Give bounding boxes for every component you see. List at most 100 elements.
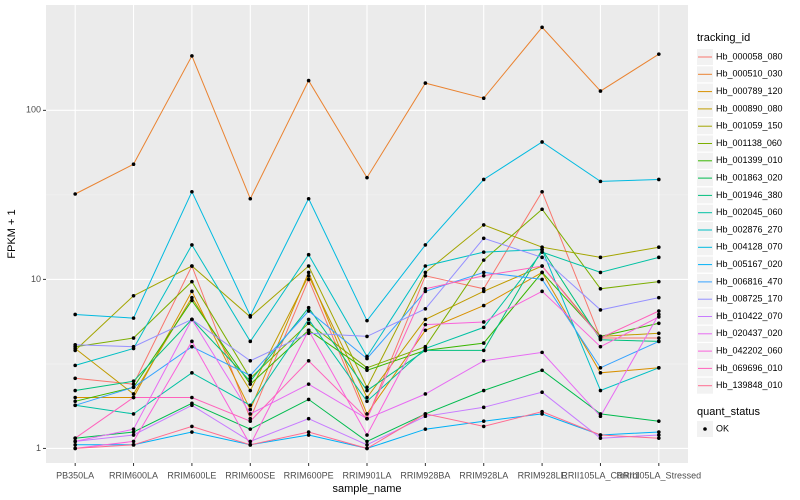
point [73,436,77,440]
legend-label: Hb_000890_080 [716,103,783,113]
y-tick-label: 1 [36,443,41,453]
x-tick-label: RRIM901LA [342,470,391,480]
point [248,419,253,423]
point [73,192,77,196]
legend-label: Hb_008725_170 [716,294,783,304]
point [598,308,603,312]
point [423,322,428,327]
point [306,270,311,275]
point [73,443,77,447]
point [248,382,253,386]
point [190,371,194,375]
point [306,331,311,336]
point [365,385,369,390]
legend-label: Hb_000510_030 [716,69,783,79]
point [365,318,369,323]
point [481,358,486,363]
point [306,416,311,421]
point [365,334,369,339]
point [481,388,486,393]
point [423,286,428,291]
point [306,309,311,313]
legend-label: Hb_139848_010 [716,380,783,390]
point [423,306,428,311]
point [365,368,369,373]
x-tick-label: RRIM928BA [400,470,450,480]
point [190,295,194,300]
point [73,388,77,393]
point [73,348,77,353]
point [657,419,661,423]
point [598,433,603,437]
point [481,405,486,410]
legend-label: Hb_001863_020 [716,172,783,182]
point [598,89,603,93]
point [481,270,486,275]
point [190,344,194,349]
point [73,446,77,451]
point [306,305,311,310]
point [365,412,369,416]
point [248,379,253,383]
point [248,443,253,447]
point [306,430,311,434]
point [481,341,486,345]
point [306,252,311,257]
point [131,430,136,434]
x-tick-label: RRIM600LA [109,470,158,480]
point [131,316,136,320]
point [190,424,194,429]
point [657,309,661,313]
point [131,344,136,349]
point [190,339,194,344]
point [131,392,136,396]
point [481,258,486,262]
point [73,376,77,381]
point [248,416,253,421]
point [306,277,311,282]
point [423,328,428,333]
point [131,439,136,444]
point [190,243,194,247]
legend-label: Hb_001946_380 [716,190,783,200]
point [306,196,311,201]
legend-label: Hb_001059_150 [716,121,783,131]
point [131,382,136,386]
point [598,414,603,419]
point [131,379,136,383]
x-tick-label: RRII105LA_Control [561,470,639,480]
point [540,277,544,282]
legend-label: Hb_004128_070 [716,242,783,252]
point [365,446,369,451]
point [248,439,253,444]
point [423,392,428,396]
point [306,321,311,326]
point [131,293,136,298]
point [190,189,194,194]
point [248,339,253,344]
point [481,320,486,324]
point [73,403,77,408]
point [248,376,253,381]
point [481,250,486,254]
point [540,25,544,30]
point [598,286,603,291]
point [657,365,661,370]
point [481,424,486,429]
point [540,409,544,414]
point [657,339,661,344]
point [423,346,428,351]
point [657,279,661,284]
point [73,312,77,317]
point [131,336,136,340]
point [306,433,311,437]
point [190,298,194,303]
point [365,443,369,447]
point [657,433,661,437]
point [423,427,428,431]
point [365,356,369,361]
point [248,407,253,412]
point [190,54,194,58]
legend-label: Hb_006816_470 [716,276,783,286]
point [248,427,253,431]
